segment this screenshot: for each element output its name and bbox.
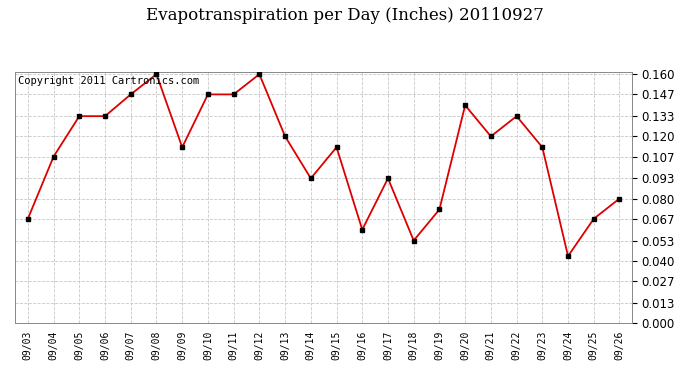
Text: Copyright 2011 Cartronics.com: Copyright 2011 Cartronics.com [18,76,199,86]
Text: Evapotranspiration per Day (Inches) 20110927: Evapotranspiration per Day (Inches) 2011… [146,8,544,24]
